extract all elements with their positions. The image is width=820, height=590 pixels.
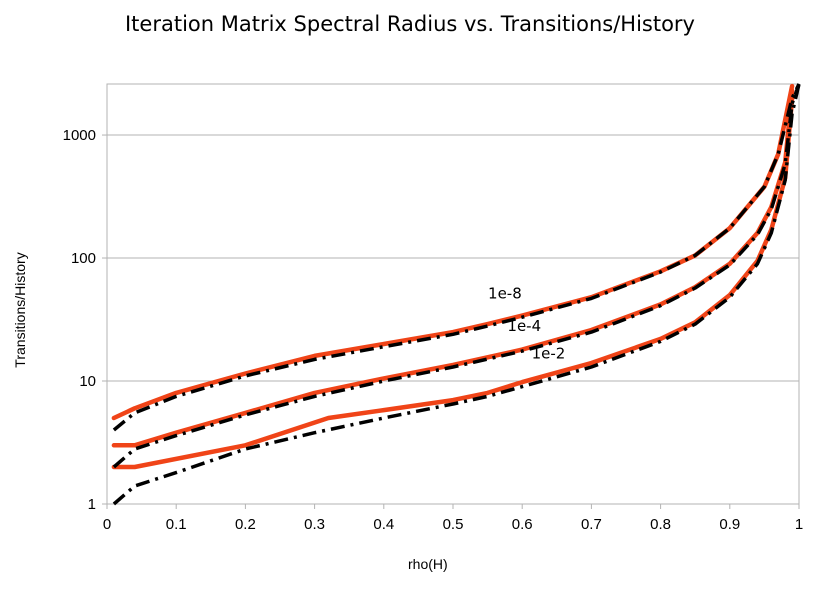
tick-labels: 1 10 100 1000 0 0.1 0.2 0.3 0.4 0.5 0.6 0.7 0.8 0.9 1 [63, 127, 804, 533]
x-tick-label: 0.9 [719, 516, 740, 533]
series-line-fit-5 [112, 83, 801, 506]
x-tick-label: 0.4 [373, 516, 394, 533]
curve-label: 1e-2 [532, 345, 566, 363]
curve-label: 1e-4 [507, 317, 541, 335]
curve-label: 1e-8 [488, 284, 522, 302]
series-line-measured-4 [111, 95, 795, 470]
curve-labels: 1e-8 1e-4 1e-2 [488, 284, 565, 362]
y-tick-label: 10 [79, 373, 96, 390]
x-tick-label: 0 [103, 516, 111, 533]
series-line-fit-1 [112, 83, 801, 432]
series-line-measured-2 [111, 88, 795, 448]
series-line-fit-3 [112, 83, 801, 469]
x-tick-label: 0.1 [166, 516, 187, 533]
x-tick-label: 0.3 [304, 516, 325, 533]
x-tick-label: 0.7 [581, 516, 602, 533]
x-axis-label: rho(H) [408, 556, 448, 572]
x-tick-label: 0.6 [512, 516, 533, 533]
series-group [111, 83, 801, 506]
plot-frame [106, 83, 800, 505]
chart-title: Iteration Matrix Spectral Radius vs. Tra… [124, 12, 695, 36]
x-tick-label: 0.8 [650, 516, 671, 533]
y-axis-label: Transitions/History [12, 252, 28, 368]
y-tick-label: 1000 [63, 127, 96, 144]
y-tick-label: 100 [71, 250, 96, 267]
x-tick-label: 0.5 [443, 516, 464, 533]
x-tick-label: 1 [795, 516, 803, 533]
y-tick-label: 1 [88, 496, 96, 513]
x-tick-label: 0.2 [235, 516, 256, 533]
